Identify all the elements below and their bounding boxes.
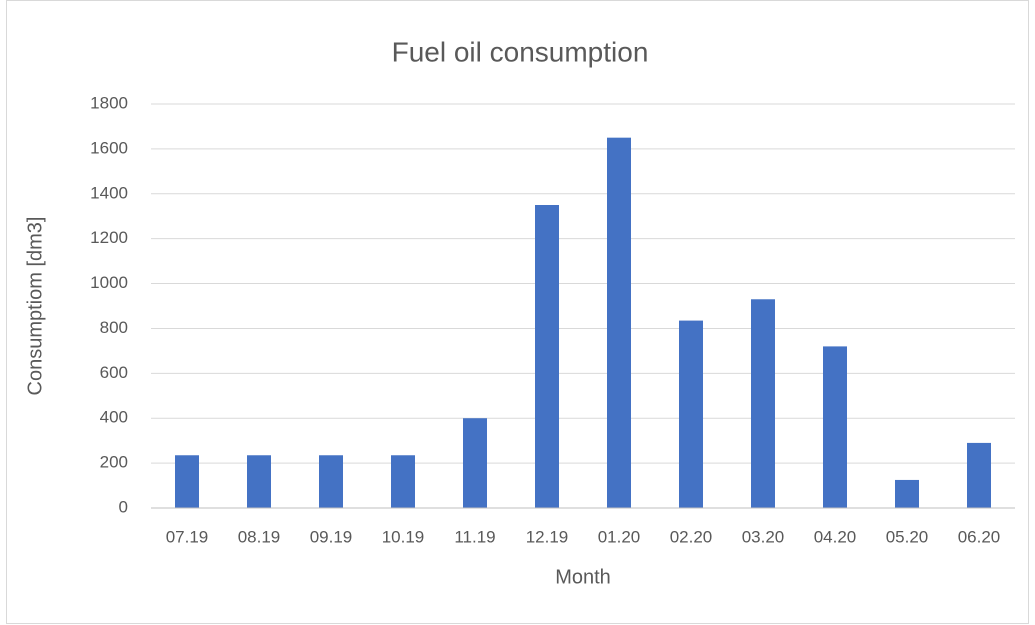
bar bbox=[463, 418, 487, 508]
y-tick-label: 200 bbox=[100, 453, 128, 472]
bar bbox=[679, 320, 703, 508]
x-tick-label: 07.19 bbox=[166, 527, 209, 546]
x-tick-label: 09.19 bbox=[310, 527, 353, 546]
bar bbox=[175, 455, 199, 508]
y-tick-label: 1800 bbox=[90, 93, 128, 112]
y-tick-label: 1400 bbox=[90, 183, 128, 202]
chart-border bbox=[6, 0, 1029, 624]
x-tick-label: 04.20 bbox=[814, 527, 857, 546]
y-tick-label: 400 bbox=[100, 408, 128, 427]
chart-title: Fuel oil consumption bbox=[392, 36, 649, 67]
y-tick-label: 1200 bbox=[90, 228, 128, 247]
x-tick-label: 05.20 bbox=[886, 527, 929, 546]
x-tick-label: 01.20 bbox=[598, 527, 641, 546]
y-axis-label: Consumptiom [dm3] bbox=[24, 217, 46, 396]
bar bbox=[391, 455, 415, 508]
x-tick-label: 10.19 bbox=[382, 527, 425, 546]
y-tick-label: 600 bbox=[100, 363, 128, 382]
y-tick-label: 800 bbox=[100, 318, 128, 337]
x-tick-label: 11.19 bbox=[454, 527, 495, 546]
bar bbox=[535, 205, 559, 508]
y-tick-label: 1600 bbox=[90, 138, 128, 157]
bar bbox=[751, 299, 775, 508]
x-tick-label: 02.20 bbox=[670, 527, 713, 546]
bar bbox=[247, 455, 271, 508]
x-tick-label: 08.19 bbox=[238, 527, 281, 546]
bar bbox=[823, 346, 847, 508]
bar bbox=[895, 479, 919, 508]
y-tick-label: 0 bbox=[119, 497, 128, 516]
x-tick-label: 06.20 bbox=[958, 527, 1001, 546]
x-tick-label: 03.20 bbox=[742, 527, 785, 546]
bar bbox=[967, 442, 991, 508]
bar bbox=[607, 137, 631, 508]
x-tick-label: 12.19 bbox=[526, 527, 569, 546]
bar bbox=[319, 455, 343, 508]
x-axis-label: Month bbox=[555, 566, 611, 588]
y-tick-label: 1000 bbox=[90, 273, 128, 292]
